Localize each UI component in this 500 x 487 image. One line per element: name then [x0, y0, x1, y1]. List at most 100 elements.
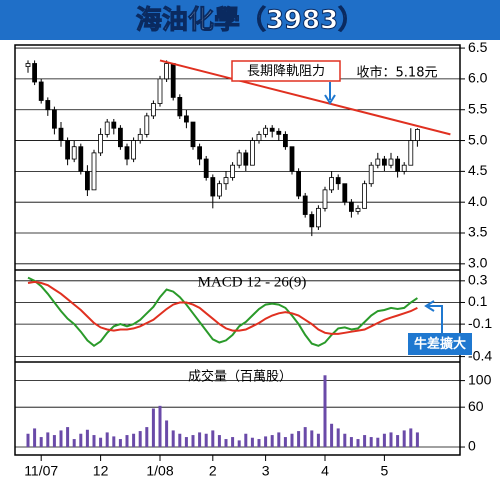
- candle-body: [177, 96, 183, 117]
- y-tick-label: -0.4: [468, 347, 492, 363]
- volume-bar: [283, 437, 287, 448]
- x-tick-label: 12: [93, 463, 109, 479]
- volume-bar: [290, 433, 294, 448]
- candle-body: [104, 121, 110, 135]
- volume-bar: [396, 435, 400, 448]
- candle-body: [362, 183, 368, 209]
- volume-bar: [72, 439, 76, 448]
- volume-bar: [323, 375, 327, 448]
- volume-bar: [336, 428, 340, 448]
- candle-body: [309, 214, 315, 228]
- volume-bar: [316, 433, 320, 448]
- candle-body: [45, 100, 51, 111]
- volume-bar: [92, 435, 96, 448]
- candle-body: [183, 115, 189, 123]
- candle-body: [71, 146, 77, 160]
- candle-body: [322, 189, 328, 209]
- volume-bar: [376, 437, 380, 448]
- candle-body: [296, 170, 302, 197]
- volume-bar: [224, 439, 228, 448]
- candle-body: [329, 177, 335, 191]
- x-tick-label: 2: [209, 463, 217, 479]
- candle-body: [263, 127, 269, 135]
- candle-body: [269, 127, 275, 132]
- close-annotation: 收市：5.18元: [357, 65, 438, 81]
- x-tick-label: 3: [262, 463, 270, 479]
- candle-body: [223, 177, 229, 185]
- title-bar: [0, 0, 500, 40]
- candle-body: [408, 140, 414, 166]
- volume-bar: [310, 430, 314, 448]
- y-tick-label: 4.0: [468, 193, 488, 209]
- candle-body: [131, 140, 137, 160]
- candle-body: [368, 164, 374, 185]
- volume-bar: [99, 437, 103, 448]
- volume-bar: [343, 433, 347, 448]
- candle-body: [282, 133, 288, 148]
- volume-bar: [244, 433, 248, 448]
- volume-bar: [204, 433, 208, 448]
- volume-bar: [237, 440, 241, 448]
- candle-body: [249, 140, 255, 166]
- candle-body: [289, 146, 295, 172]
- candle-body: [243, 152, 249, 166]
- volume-bar: [158, 405, 162, 448]
- volume-bar: [363, 435, 367, 448]
- x-tick-label: 5: [381, 463, 389, 479]
- y-tick-label: 60: [468, 398, 484, 414]
- candle-body: [395, 158, 401, 172]
- y-tick-label: 0: [468, 438, 476, 454]
- plot-frame: [14, 44, 461, 456]
- candle-body: [348, 201, 354, 212]
- trendline-label: 長期降軌阻力: [247, 63, 325, 79]
- candle-body: [52, 109, 57, 129]
- annotation-box: [408, 333, 472, 355]
- y-tick-label: 0.3: [468, 272, 488, 288]
- volume-bar: [132, 433, 136, 448]
- candle-body: [302, 195, 308, 215]
- volume-bar: [330, 423, 334, 448]
- volume-bar: [389, 432, 393, 448]
- volume-bar: [105, 432, 109, 448]
- candle-body: [78, 146, 84, 172]
- candle-body: [32, 63, 37, 83]
- volume-bar: [151, 408, 155, 448]
- volume-title: 成交量（百萬股）: [188, 369, 292, 385]
- volume-bar: [217, 435, 221, 448]
- candle-body: [197, 146, 203, 160]
- candle-body: [144, 115, 150, 135]
- volume-bar: [409, 428, 413, 448]
- y-tick-label: 3.0: [468, 255, 488, 271]
- volume-bar: [231, 437, 235, 448]
- y-tick-label: 100: [468, 371, 492, 387]
- annotation-arrow: [424, 300, 443, 333]
- volume-bar: [257, 439, 261, 448]
- volume-bar: [52, 435, 56, 448]
- volume-bar: [184, 437, 188, 448]
- trendline: [159, 59, 451, 136]
- volume-bar: [369, 437, 373, 448]
- volume-bar: [79, 433, 83, 448]
- candle-body: [335, 177, 341, 185]
- candle-body: [375, 158, 381, 166]
- candle-body: [315, 207, 321, 228]
- candle-body: [118, 127, 123, 148]
- x-tick-label: 1/08: [146, 463, 173, 479]
- volume-bar: [402, 430, 406, 448]
- volume-bar: [191, 435, 195, 448]
- volume-bar: [171, 430, 175, 448]
- candle-body: [58, 127, 64, 141]
- candle-body: [355, 207, 361, 212]
- macd-annotation: 牛差擴大: [414, 336, 466, 352]
- y-tick-label: 6.5: [468, 39, 488, 55]
- candle-body: [230, 164, 236, 178]
- annotation-box: [231, 60, 341, 82]
- candle-body: [414, 129, 420, 141]
- volume-bar: [33, 428, 37, 448]
- volume-bar: [85, 429, 89, 448]
- candle-body: [276, 130, 282, 135]
- volume-bar: [39, 437, 43, 448]
- volume-bar: [165, 420, 169, 448]
- candle-body: [38, 81, 44, 101]
